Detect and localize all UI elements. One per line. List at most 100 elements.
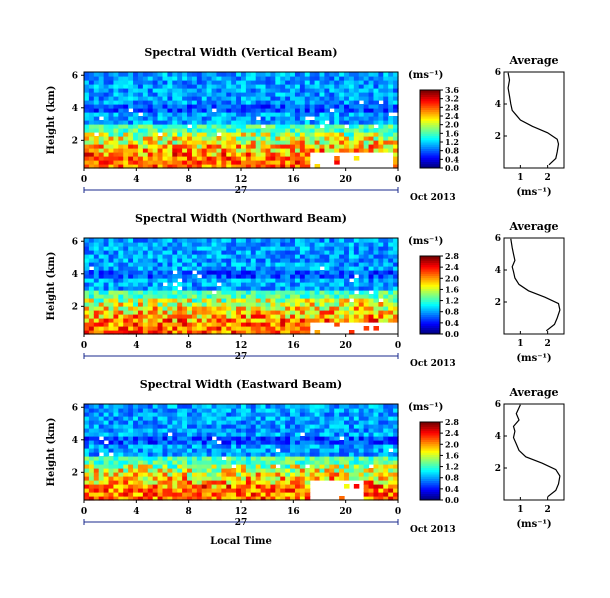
heat-cell bbox=[133, 294, 139, 299]
heat-cell bbox=[133, 80, 139, 85]
heat-cell bbox=[221, 306, 227, 311]
heat-cell bbox=[260, 238, 267, 243]
heat-cell bbox=[265, 128, 272, 133]
heat-cell bbox=[358, 436, 365, 441]
heat-cell bbox=[245, 140, 252, 145]
heat-cell bbox=[329, 306, 335, 311]
heat-cell bbox=[167, 468, 173, 473]
heat-cell bbox=[373, 326, 379, 331]
heat-cell bbox=[329, 436, 335, 441]
heat-cell bbox=[162, 262, 169, 267]
heat-cell bbox=[304, 136, 311, 141]
heat-cell bbox=[152, 120, 159, 125]
heat-cell bbox=[206, 452, 213, 457]
heat-cell bbox=[201, 88, 208, 93]
heat-cell bbox=[231, 412, 237, 417]
heat-cell bbox=[373, 136, 379, 141]
heat-cell bbox=[378, 484, 384, 489]
colorbar-tick-label: 2.8 bbox=[445, 102, 459, 112]
heat-cell bbox=[187, 76, 193, 81]
heat-cell bbox=[309, 464, 316, 469]
heat-cell bbox=[182, 492, 188, 497]
heat-cell bbox=[265, 148, 272, 153]
heat-cell bbox=[147, 314, 154, 319]
heat-cell bbox=[285, 262, 291, 267]
heat-cell bbox=[299, 456, 306, 461]
heat-cell bbox=[88, 152, 95, 157]
heat-cell bbox=[128, 80, 134, 85]
heat-cell bbox=[250, 322, 257, 327]
heat-cell bbox=[147, 492, 154, 497]
heat-cell bbox=[118, 262, 124, 267]
heat-cell bbox=[123, 124, 129, 129]
heat-cell bbox=[388, 408, 394, 413]
heat-cell bbox=[304, 160, 311, 165]
heat-cell bbox=[196, 302, 203, 307]
heat-cell bbox=[113, 298, 119, 303]
heat-cell bbox=[142, 298, 149, 303]
heat-cell bbox=[363, 412, 370, 417]
heat-cell bbox=[113, 310, 119, 315]
heat-cell bbox=[241, 436, 247, 441]
heat-cell bbox=[84, 92, 90, 97]
heat-cell bbox=[118, 274, 124, 279]
heat-cell bbox=[201, 460, 208, 465]
heat-cell bbox=[137, 76, 144, 81]
heat-cell bbox=[133, 262, 139, 267]
heat-cell bbox=[201, 104, 208, 109]
heat-cell bbox=[304, 302, 311, 307]
heat-cell bbox=[314, 290, 321, 295]
heat-cell bbox=[339, 254, 345, 259]
heat-cell bbox=[191, 92, 198, 97]
heat-cell bbox=[260, 116, 267, 121]
heat-cell bbox=[309, 262, 316, 267]
heat-cell bbox=[265, 330, 272, 335]
heat-cell bbox=[133, 472, 139, 477]
heat-cell bbox=[334, 160, 340, 165]
heat-cell bbox=[137, 302, 144, 307]
heat-cell bbox=[344, 136, 350, 141]
heat-cell bbox=[339, 112, 345, 117]
heat-cell bbox=[98, 76, 105, 81]
heat-cell bbox=[113, 420, 119, 425]
heat-cell bbox=[290, 164, 296, 169]
heat-cell bbox=[196, 492, 203, 497]
heat-cell bbox=[211, 496, 218, 501]
heat-cell bbox=[108, 322, 115, 327]
heat-cell bbox=[172, 306, 178, 311]
heat-cell bbox=[187, 484, 193, 489]
heat-cell bbox=[216, 270, 222, 275]
heat-cell bbox=[299, 488, 306, 493]
heat-cell bbox=[270, 254, 276, 259]
heat-cell bbox=[339, 290, 345, 295]
heat-cell bbox=[118, 298, 124, 303]
heat-cell bbox=[285, 496, 291, 501]
heat-cell bbox=[255, 124, 262, 129]
heat-cell bbox=[353, 432, 360, 437]
heat-cell bbox=[118, 294, 124, 299]
heat-cell bbox=[329, 148, 335, 153]
heat-cell bbox=[118, 246, 124, 251]
heat-cell bbox=[285, 76, 291, 81]
heat-cell bbox=[319, 314, 326, 319]
heat-cell bbox=[216, 128, 222, 133]
heat-cell bbox=[241, 100, 247, 105]
heat-cell bbox=[162, 326, 169, 331]
heat-cell bbox=[152, 96, 159, 101]
heat-cell bbox=[167, 108, 173, 113]
heat-cell bbox=[84, 428, 90, 433]
heat-cell bbox=[123, 108, 129, 113]
heat-cell bbox=[260, 404, 267, 409]
heat-cell bbox=[182, 84, 188, 89]
heat-cell bbox=[368, 120, 375, 125]
heat-cell bbox=[216, 432, 222, 437]
heat-cell bbox=[245, 420, 252, 425]
heat-cell bbox=[231, 246, 237, 251]
heat-cell bbox=[177, 238, 183, 243]
heat-cell bbox=[221, 326, 227, 331]
average-y-tick-label: 4 bbox=[495, 100, 501, 110]
heat-cell bbox=[98, 100, 105, 105]
heat-cell bbox=[393, 318, 399, 323]
heat-cell bbox=[84, 322, 90, 327]
heat-cell bbox=[231, 270, 237, 275]
